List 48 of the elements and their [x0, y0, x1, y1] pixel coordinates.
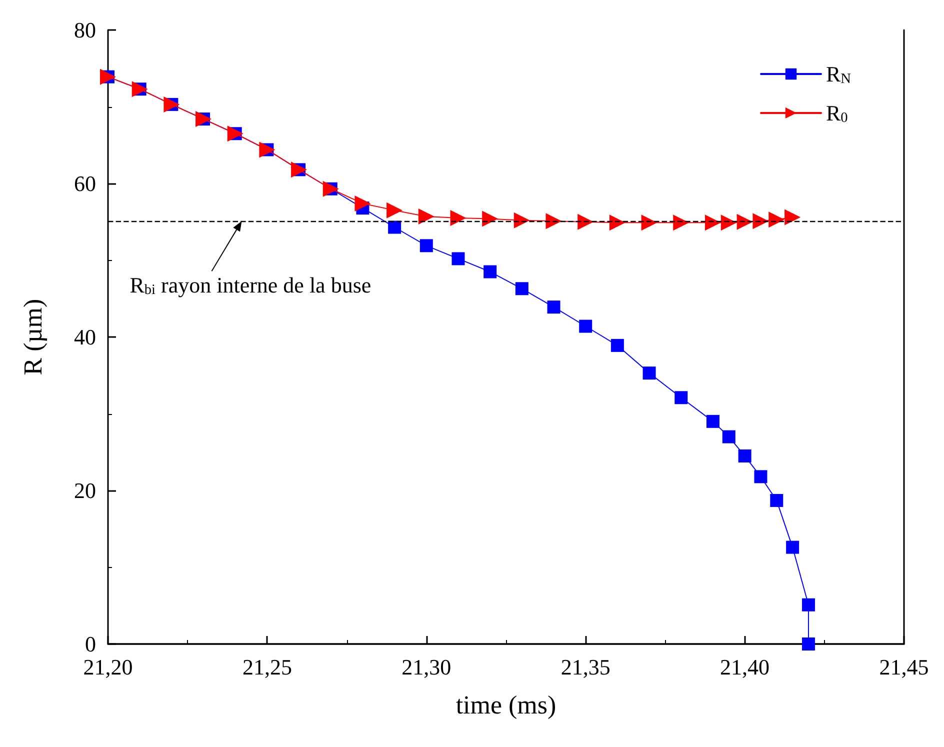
x-tick-label: 21,40	[720, 654, 770, 680]
point	[802, 598, 815, 612]
point	[450, 210, 466, 226]
x-axis-title: time (ms)	[456, 690, 556, 720]
point	[802, 638, 815, 650]
annotation: Rbi rayon interne de la buse	[130, 272, 372, 298]
point	[720, 214, 737, 231]
point	[673, 214, 690, 231]
point	[784, 209, 801, 226]
point	[704, 214, 721, 231]
point	[642, 366, 656, 380]
x-tick-label: 21,30	[402, 654, 452, 680]
point	[420, 239, 433, 252]
point	[418, 208, 434, 225]
point	[578, 214, 594, 230]
point	[386, 202, 403, 218]
y-tick-label: 80	[74, 18, 96, 42]
point	[452, 252, 465, 266]
point	[484, 265, 497, 278]
x-tick-label: 21,45	[879, 654, 929, 680]
point	[768, 212, 785, 228]
point	[770, 494, 784, 507]
x-tick-label: 21,20	[83, 654, 133, 680]
point	[752, 213, 769, 230]
y-tick-label: 0	[85, 632, 96, 656]
y-axis-title: R (µm)	[18, 298, 48, 376]
legend-label: R0	[826, 100, 848, 126]
point	[482, 210, 498, 227]
point	[754, 470, 768, 484]
y-tick-label: 60	[74, 171, 96, 196]
y-tick-label: 20	[74, 478, 96, 503]
point	[738, 449, 752, 462]
point	[706, 414, 720, 428]
point	[354, 195, 371, 212]
point	[641, 214, 658, 231]
point	[515, 282, 528, 296]
point	[674, 391, 688, 404]
point	[388, 220, 402, 234]
legend-label: RN	[826, 62, 852, 87]
point	[786, 540, 800, 554]
point	[609, 214, 626, 231]
point	[579, 320, 592, 333]
x-tick-label: 21,35	[560, 654, 610, 680]
point	[610, 338, 624, 352]
x-tick-label: 21,25	[242, 654, 292, 680]
y-tick-label: 40	[74, 324, 96, 350]
point	[547, 300, 560, 314]
point	[722, 430, 736, 444]
